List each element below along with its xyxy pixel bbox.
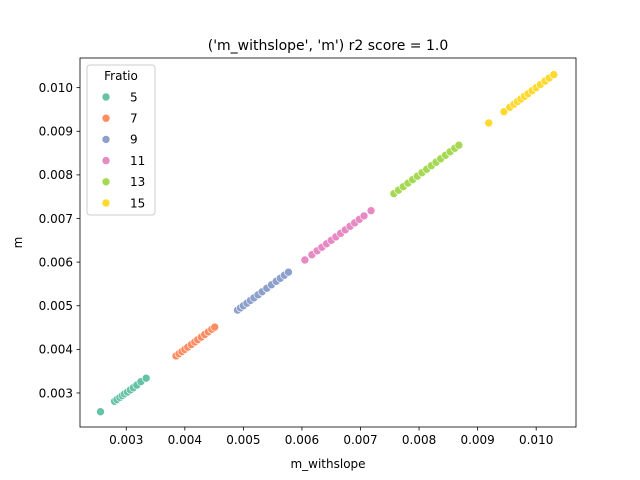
plot-frame: [79, 57, 577, 428]
data-point: [454, 140, 464, 150]
legend-marker: [101, 113, 111, 123]
x-tick-label: 0.007: [343, 433, 377, 447]
x-tick-label: 0.010: [519, 433, 553, 447]
legend-marker: [101, 156, 111, 165]
legend-marker: [101, 198, 111, 208]
y-axis-label: m: [11, 237, 25, 249]
data-point: [499, 107, 509, 116]
data-point: [359, 211, 369, 221]
legend-label: 13: [130, 175, 145, 189]
data-point: [366, 206, 376, 215]
y-tick-label: 0.009: [39, 125, 73, 139]
data-point: [210, 322, 219, 332]
legend-label: 11: [130, 154, 145, 168]
data-point: [484, 118, 494, 128]
y-tick-label: 0.003: [39, 386, 73, 400]
legend-box: [86, 64, 156, 216]
data-point: [300, 255, 310, 265]
x-tick-label: 0.003: [109, 433, 143, 447]
legend: Fratio 5 7 9 11 13 15: [86, 64, 156, 216]
x-tick-label: 0.008: [402, 433, 436, 447]
y-tick-label: 0.010: [39, 81, 73, 95]
legend-title: Fratio: [104, 69, 138, 83]
y-tick-label: 0.006: [39, 255, 73, 269]
y-tick-label: 0.007: [39, 212, 73, 226]
legend-label: 5: [130, 90, 138, 104]
x-tick-label: 0.005: [226, 433, 260, 447]
chart-title: ('m_withslope', 'm') r2 score = 1.0: [208, 38, 449, 54]
data-point: [141, 373, 151, 383]
y-tick-label: 0.004: [39, 343, 73, 357]
x-tick-label: 0.009: [460, 433, 494, 447]
legend-marker: [101, 92, 111, 102]
data-point: [96, 407, 105, 417]
x-tick-label: 0.004: [168, 433, 202, 447]
x-axis-label: m_withslope: [290, 457, 365, 471]
legend-label: 9: [130, 133, 138, 147]
data-points: [96, 70, 559, 417]
legend-label: 15: [130, 196, 145, 210]
legend-marker: [101, 177, 111, 187]
data-point: [284, 267, 293, 277]
axis-ticks: 0.003 0.004 0.005 0.006 0.007 0.008 0.009 0.010…: [39, 81, 554, 447]
legend-label: 7: [130, 112, 138, 126]
y-tick-label: 0.008: [39, 168, 73, 182]
y-tick-label: 0.005: [39, 299, 73, 313]
x-tick-label: 0.006: [285, 433, 319, 447]
data-point: [549, 70, 559, 79]
legend-marker: [101, 135, 111, 144]
